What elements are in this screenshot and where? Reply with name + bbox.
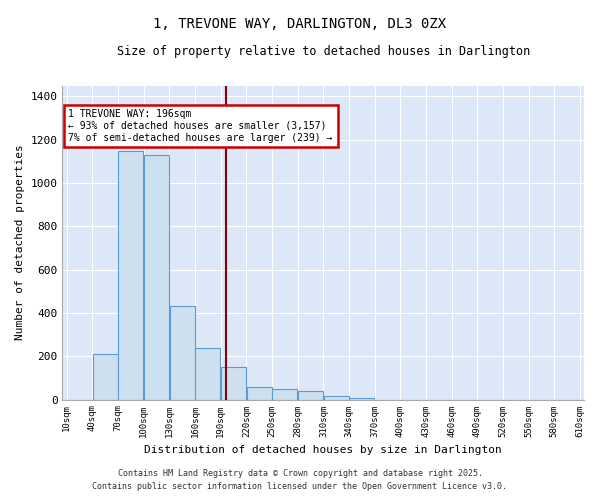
Y-axis label: Number of detached properties: Number of detached properties (15, 144, 25, 340)
X-axis label: Distribution of detached houses by size in Darlington: Distribution of detached houses by size … (145, 445, 502, 455)
Text: Contains HM Land Registry data © Crown copyright and database right 2025.
Contai: Contains HM Land Registry data © Crown c… (92, 470, 508, 491)
Bar (92, 354, 118, 400)
Bar (272, 388, 298, 400)
Bar (195, 348, 220, 400)
Bar (144, 155, 169, 400)
Bar (349, 398, 374, 400)
Text: 1, TREVONE WAY, DARLINGTON, DL3 0ZX: 1, TREVONE WAY, DARLINGTON, DL3 0ZX (154, 18, 446, 32)
Title: Size of property relative to detached houses in Darlington: Size of property relative to detached ho… (117, 45, 530, 58)
Bar (221, 367, 246, 400)
Bar (323, 396, 349, 400)
Bar (247, 386, 272, 400)
Bar (118, 150, 143, 400)
Bar (170, 306, 195, 400)
Text: 1 TREVONE WAY: 196sqm
← 93% of detached houses are smaller (3,157)
7% of semi-de: 1 TREVONE WAY: 196sqm ← 93% of detached … (68, 110, 333, 142)
Bar (298, 391, 323, 400)
